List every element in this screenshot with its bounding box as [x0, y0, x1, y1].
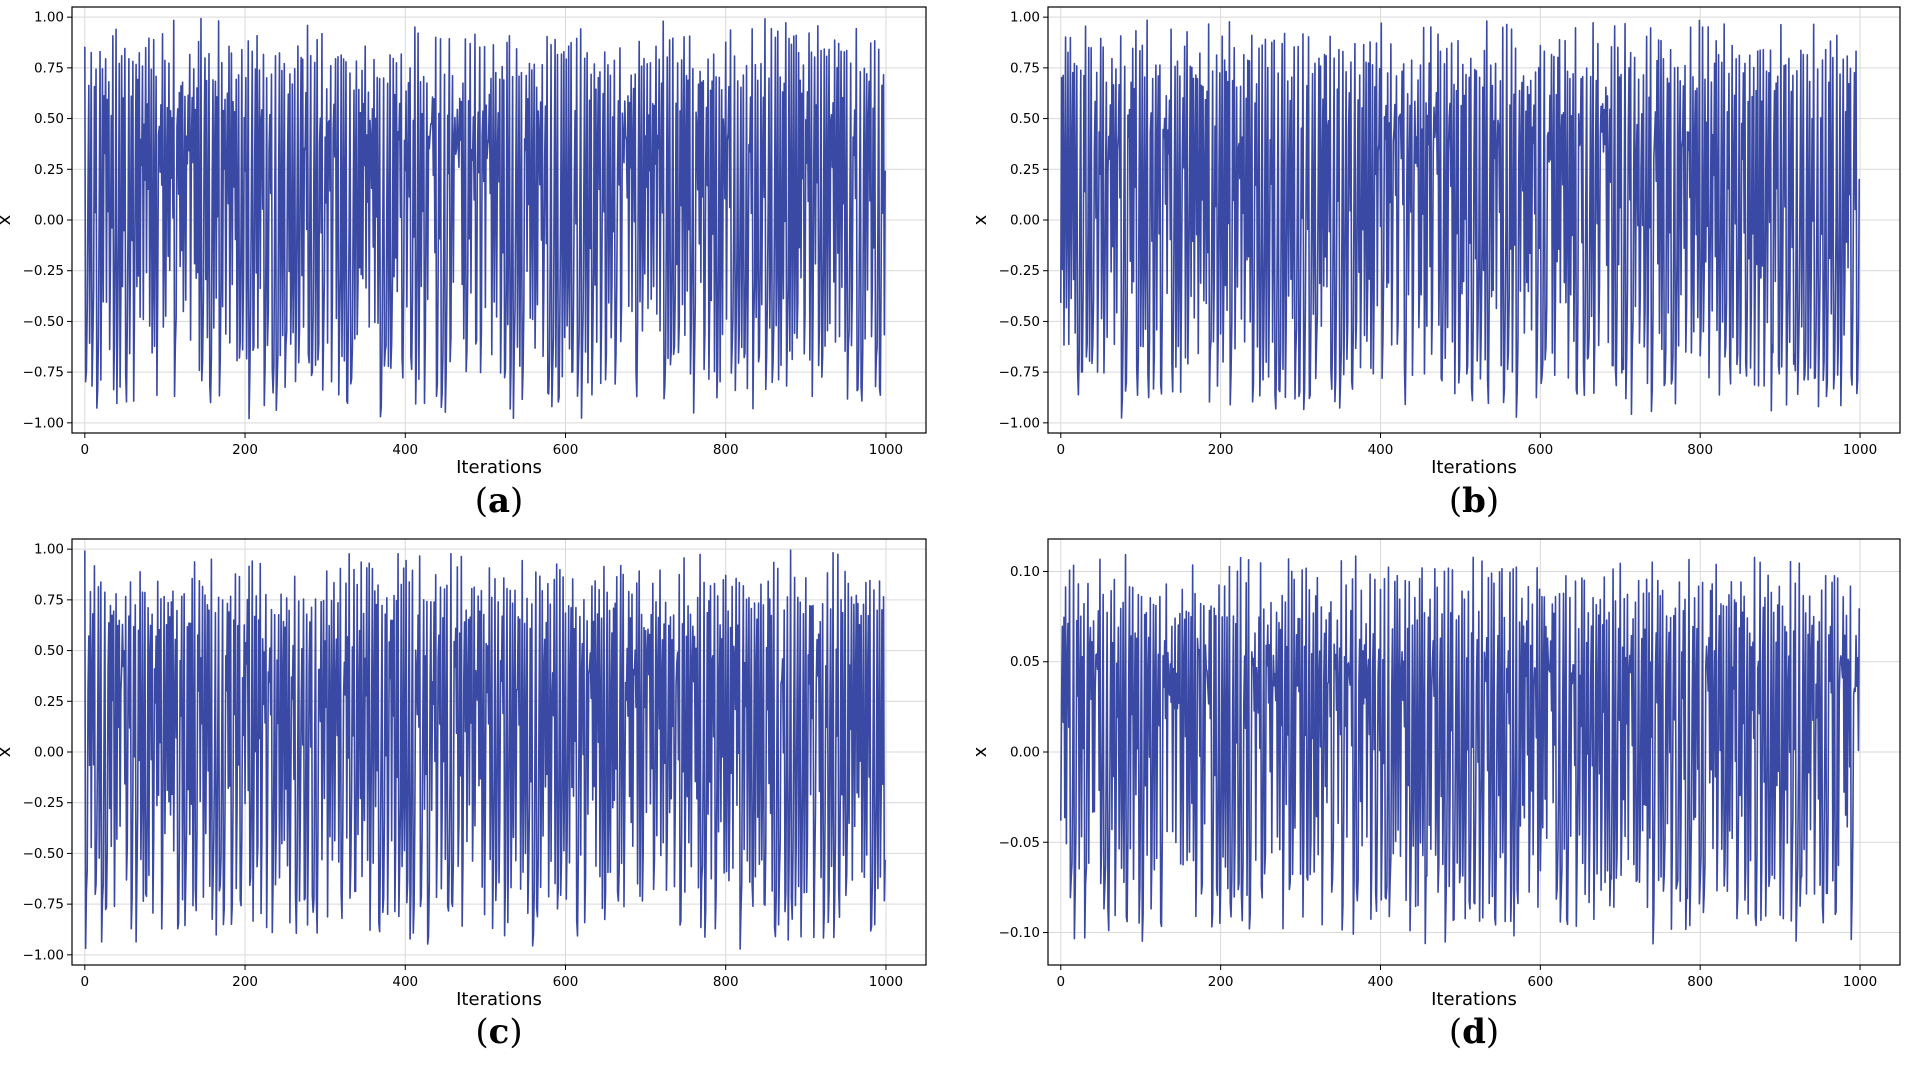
y-tick-label: 1.00	[1010, 10, 1040, 26]
y-tick-label: −0.25	[23, 263, 64, 279]
y-tick-label: 0.75	[34, 60, 64, 76]
x-tick-label: 0	[81, 442, 90, 458]
y-tick-label: 0.25	[34, 162, 64, 178]
y-tick-label: 0.05	[1010, 654, 1040, 670]
y-axis-label: x	[0, 746, 15, 757]
panel-label: (c)	[475, 1012, 522, 1052]
y-tick-label: 0.50	[1010, 111, 1040, 127]
y-axis-label: x	[970, 214, 991, 225]
x-tick-label: 600	[553, 974, 579, 990]
x-tick-label: 800	[713, 974, 739, 990]
x-tick-label: 1000	[1843, 442, 1877, 458]
x-tick-label: 400	[392, 442, 418, 458]
x-tick-label: 600	[1527, 974, 1553, 990]
series-line-x	[1059, 19, 1861, 419]
x-tick-label: 800	[1687, 974, 1713, 990]
x-tick-label: 400	[1368, 442, 1394, 458]
x-tick-label: 200	[232, 442, 258, 458]
y-tick-label: −0.75	[23, 365, 64, 381]
y-tick-label: 1.00	[34, 10, 64, 26]
x-tick-label: 600	[553, 442, 579, 458]
x-tick-label: 400	[392, 974, 418, 990]
x-tick-label: 0	[81, 974, 90, 990]
y-tick-label: 0.25	[1010, 162, 1040, 178]
panel-label: (a)	[475, 481, 524, 521]
y-tick-label: 0.50	[34, 643, 64, 659]
chart-panel-2: 0 200 400 600 800 1000 1.00 0.75 0.50 0.25 0.00 −0.…	[970, 6, 1901, 521]
panel-label: (d)	[1449, 1012, 1499, 1052]
y-tick-label: −0.10	[999, 925, 1040, 941]
x-tick-label: 200	[232, 974, 258, 990]
y-tick-label: 0.00	[1010, 213, 1040, 229]
x-tick-label: 800	[713, 442, 739, 458]
x-tick-label: 1000	[1843, 974, 1877, 990]
x-tick-label: 0	[1056, 442, 1065, 458]
y-tick-label: −0.50	[23, 846, 64, 862]
series-line-x	[84, 549, 886, 950]
y-tick-label: −0.50	[23, 314, 64, 330]
x-tick-label: 200	[1208, 442, 1234, 458]
y-tick-label: 0.00	[34, 745, 64, 761]
y-tick-label: 0.75	[34, 592, 64, 608]
panel-label: (b)	[1449, 481, 1499, 521]
y-tick-label: 0.00	[1010, 745, 1040, 761]
x-axis-label: Iterations	[1431, 457, 1517, 478]
chart-panel-1: 0 200 400 600 800 1000 1.00 0.75 0.50 0.25 0.00 −0.…	[0, 6, 927, 521]
y-tick-label: −0.75	[999, 365, 1040, 381]
x-tick-label: 1000	[869, 442, 903, 458]
y-tick-label: −1.00	[999, 415, 1040, 431]
x-axis-label: Iterations	[1431, 989, 1517, 1010]
y-tick-label: 0.75	[1010, 60, 1040, 76]
y-axis-label: x	[0, 214, 15, 225]
x-axis-label: Iterations	[456, 989, 542, 1010]
y-tick-label: 0.00	[34, 213, 64, 229]
y-tick-label: −1.00	[23, 947, 64, 963]
y-tick-label: −0.05	[999, 835, 1040, 851]
x-tick-label: 400	[1368, 974, 1394, 990]
y-tick-label: −0.75	[23, 897, 64, 913]
y-tick-label: 0.10	[1010, 564, 1040, 580]
x-tick-label: 800	[1687, 442, 1713, 458]
y-tick-label: −0.25	[999, 263, 1040, 279]
chart-panel-3: 0 200 400 600 800 1000 1.00 0.75 0.50 0.25 0.00 −0.…	[0, 538, 927, 1052]
series-line-x	[84, 17, 886, 420]
chart-panel-4: 0 200 400 600 800 1000 0.10 0.05 0.00 −0.05 −0.10 I…	[970, 538, 1901, 1052]
y-tick-label: 0.50	[34, 111, 64, 127]
x-tick-label: 1000	[869, 974, 903, 990]
x-tick-label: 600	[1527, 442, 1553, 458]
y-tick-label: 1.00	[34, 542, 64, 558]
y-tick-label: −1.00	[23, 415, 64, 431]
y-tick-label: −0.50	[999, 314, 1040, 330]
y-tick-label: −0.25	[23, 795, 64, 811]
series-line-x	[1059, 553, 1861, 945]
x-tick-label: 200	[1208, 974, 1234, 990]
x-tick-label: 0	[1056, 974, 1065, 990]
y-tick-label: 0.25	[34, 694, 64, 710]
y-axis-label: x	[970, 746, 991, 757]
x-axis-label: Iterations	[456, 457, 542, 478]
